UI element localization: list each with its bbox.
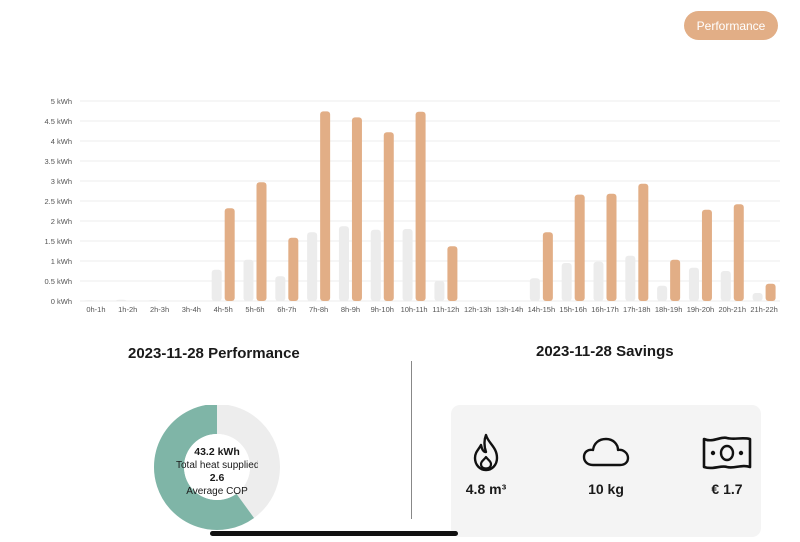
saving-money-value: € 1.7 [711,481,743,497]
bar-secondary-1h-2h [116,299,127,301]
performance-button[interactable]: Performance [684,11,778,40]
x-tick-label: 5h-6h [245,305,264,314]
bar-secondary-11h-12h [434,281,445,301]
bar-secondary-4h-5h [211,269,222,301]
saving-co2: 10 kg [561,433,651,497]
x-tick-label: 15h-16h [559,305,587,314]
x-tick-label: 0h-1h [86,305,105,314]
y-tick-label: 4 kWh [51,137,72,146]
bar-primary-9h-10h [383,132,394,301]
x-tick-label: 14h-15h [528,305,556,314]
bar-primary-7h-8h [320,111,331,302]
home-indicator [210,531,458,536]
y-tick-label: 1.5 kWh [44,237,72,246]
x-tick-label: 3h-4h [182,305,201,314]
y-tick-label: 2 kWh [51,217,72,226]
x-tick-label: 12h-13h [464,305,492,314]
y-tick-label: 5 kWh [51,97,72,106]
x-tick-label: 10h-11h [401,305,428,314]
x-tick-label: 17h-18h [623,305,651,314]
x-tick-label: 20h-21h [719,305,747,314]
bar-secondary-7h-8h [307,232,318,301]
energy-bar-chart: 0 kWh 0.5 kWh 1 kWh 1.5 kWh 2 kWh 2.5 kWh 3 kW… [44,97,780,314]
savings-card: 4.8 m³ 10 kg € 1.7 [451,405,761,537]
bar-primary-20h-21h [733,204,744,301]
y-tick-label: 3 kWh [51,177,72,186]
y-tick-label: 3.5 kWh [44,157,72,166]
bar-secondary-15h-16h [561,263,572,301]
bar-secondary-6h-7h [275,276,286,301]
x-tick-label: 6h-7h [277,305,296,314]
bar-primary-15h-16h [574,194,585,301]
cop-label: Average COP [186,486,248,497]
performance-donut-chart [154,405,280,530]
savings-title: 2023-11-28 Savings [536,343,674,360]
bar-secondary-5h-6h [243,259,254,301]
section-divider [411,361,412,519]
saving-money: € 1.7 [682,433,761,497]
x-tick-label: 2h-3h [150,305,169,314]
bar-secondary-14h-15h [529,278,540,301]
y-tick-label: 2.5 kWh [44,197,72,206]
donut-fill-segment [154,405,255,530]
x-tick-label: 11h-12h [432,305,459,314]
bar-secondary-19h-20h [688,267,699,301]
y-tick-label: 0.5 kWh [44,277,72,286]
x-tick-label: 19h-20h [687,305,715,314]
x-tick-label: 9h-10h [371,305,394,314]
saving-co2-value: 10 kg [588,481,624,497]
y-tick-label: 4.5 kWh [44,117,72,126]
cop-value: 2.6 [209,472,225,484]
bar-secondary-9h-10h [370,229,381,301]
bar-secondary-16h-17h [593,261,604,301]
bar-primary-4h-5h [224,208,235,301]
bar-secondary-18h-19h [657,285,668,301]
heat-label: Total heat supplied [176,460,258,471]
bar-secondary-8h-9h [338,226,349,301]
banknote-icon [702,436,752,470]
x-tick-label: 8h-9h [341,305,360,314]
cloud-icon [582,437,630,467]
y-tick-label: 1 kWh [51,257,72,266]
donut-center-text: 43.2 kWh Total heat supplied 2.6 Average… [176,446,258,498]
x-tick-label: 16h-17h [591,305,619,314]
bar-primary-8h-9h [351,117,362,302]
saving-gas-value: 4.8 m³ [465,481,507,497]
y-tick-label: 0 kWh [51,297,72,306]
bar-primary-19h-20h [701,209,712,301]
bar-primary-21h-22h [765,283,776,301]
x-tick-label: 18h-19h [655,305,683,314]
x-tick-label: 21h-22h [750,305,778,314]
x-tick-label: 7h-8h [309,305,328,314]
bar-primary-14h-15h [542,232,553,301]
bar-secondary-0h-1h [84,300,95,301]
bar-primary-6h-7h [288,237,299,301]
bar-secondary-2h-3h [148,300,159,301]
bar-primary-10h-11h [415,111,426,301]
donut-hole [184,434,250,500]
bar-secondary-21h-22h [752,293,763,301]
performance-title: 2023-11-28 Performance [128,345,300,362]
saving-gas: 4.8 m³ [451,433,531,497]
bar-primary-17h-18h [638,183,649,301]
x-tick-label: 1h-2h [118,305,137,314]
bar-secondary-17h-18h [625,255,636,301]
flame-icon [473,433,499,472]
x-tick-label: 4h-5h [214,305,233,314]
bar-primary-5h-6h [256,182,267,301]
bar-secondary-10h-11h [402,229,413,301]
bar-primary-18h-19h [670,259,681,301]
bar-secondary-20h-21h [720,271,731,301]
heat-value: 43.2 kWh [194,446,240,458]
bar-primary-11h-12h [447,246,458,301]
x-tick-label: 13h-14h [496,305,524,314]
bar-primary-16h-17h [606,193,617,301]
